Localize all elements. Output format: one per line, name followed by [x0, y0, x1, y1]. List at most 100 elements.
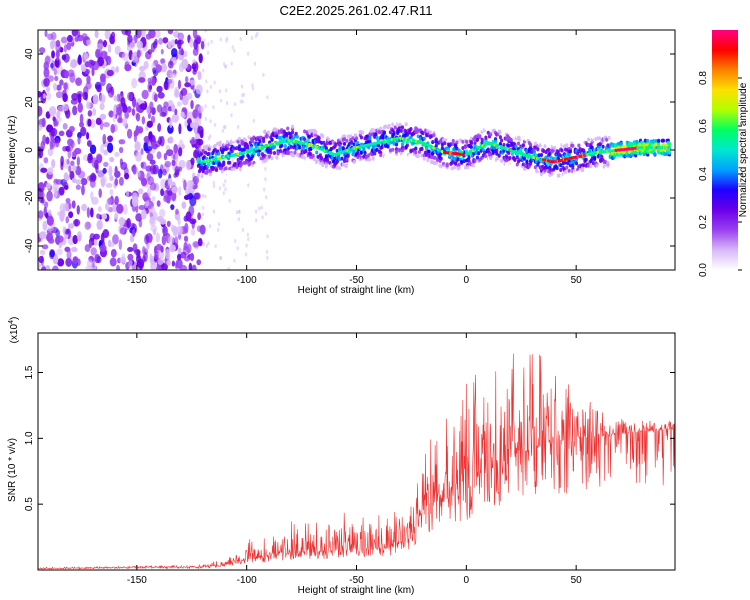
- heatmap-cell: [283, 144, 287, 149]
- heatmap-cell: [135, 112, 141, 122]
- heatmap-cell: [370, 152, 374, 157]
- snr-frame: [37, 332, 676, 571]
- heatmap-cell: [374, 157, 378, 162]
- heatmap-cell: [298, 145, 302, 150]
- heatmap-cell: [178, 123, 182, 135]
- heatmap-cell: [441, 138, 446, 143]
- heatmap-cell: [90, 60, 96, 66]
- heatmap-cell: [513, 157, 517, 162]
- colorbar-tick-label: 0.6: [698, 119, 709, 133]
- heatmap-cell: [414, 146, 418, 151]
- heatmap-cell: [69, 170, 75, 181]
- heatmap-cell: [248, 133, 252, 138]
- heatmap-cell: [572, 160, 576, 165]
- heatmap-cell: [177, 32, 185, 41]
- heatmap-cell: [489, 132, 493, 137]
- heatmap-cell: [416, 154, 420, 159]
- heatmap-cell: [626, 153, 631, 158]
- heatmap-cell: [259, 135, 263, 140]
- x-tick-label: 50: [571, 575, 583, 586]
- heatmap-cell: [71, 30, 78, 37]
- heatmap-cell: [342, 134, 347, 139]
- heatmap-cell: [286, 126, 290, 131]
- heatmap-cell: [431, 140, 435, 145]
- heatmap-cell: [634, 150, 638, 155]
- heatmap-cell: [140, 209, 147, 220]
- heatmap-cell: [237, 217, 241, 222]
- heatmap-cell: [230, 149, 234, 154]
- heatmap-cell: [143, 60, 149, 70]
- heatmap-cell: [266, 130, 271, 135]
- heatmap-cell: [417, 124, 422, 129]
- heatmap-cell: [84, 221, 91, 230]
- heatmap-cell: [93, 159, 99, 170]
- heatmap-cell: [596, 147, 600, 152]
- heatmap-cell: [245, 243, 248, 248]
- heatmap-cell: [160, 188, 165, 197]
- heatmap-cell: [603, 160, 608, 165]
- heatmap-cell: [48, 106, 57, 117]
- heatmap-cell: [449, 142, 453, 147]
- heatmap-cell: [53, 253, 59, 265]
- heatmap-cell: [160, 63, 167, 73]
- heatmap-cell: [114, 166, 118, 175]
- heatmap-cell: [309, 152, 313, 157]
- heatmap-cell: [524, 137, 528, 142]
- heatmap-cell: [175, 151, 179, 163]
- heatmap-cell: [43, 206, 48, 217]
- heatmap-cell: [352, 159, 356, 164]
- heatmap-cell: [126, 106, 132, 113]
- heatmap-cell: [335, 165, 339, 170]
- heatmap-cell: [637, 143, 641, 148]
- heatmap-cell: [462, 169, 466, 174]
- heatmap-cell: [155, 64, 162, 73]
- heatmap-cell: [405, 132, 409, 137]
- heatmap-cell: [149, 253, 153, 262]
- heatmap-cell: [206, 50, 210, 55]
- figure-title: C2E2.2025.261.02.47.R11: [280, 3, 433, 18]
- heatmap-cell: [197, 105, 204, 114]
- heatmap-cell: [169, 244, 176, 253]
- heatmap-cell: [131, 52, 139, 63]
- heatmap-cell: [40, 140, 46, 151]
- heatmap-cell: [533, 141, 538, 146]
- heatmap-cell: [87, 118, 92, 127]
- heatmap-cell: [204, 104, 207, 109]
- heatmap-cell: [96, 84, 102, 93]
- heatmap-cell: [247, 183, 250, 188]
- heatmap-cell: [103, 149, 109, 156]
- heatmap-cell: [122, 104, 128, 113]
- heatmap-cell: [315, 139, 319, 144]
- heatmap-cell: [132, 164, 137, 175]
- heatmap-cell: [508, 156, 512, 161]
- heatmap-cell: [657, 142, 661, 147]
- heatmap-cell: [213, 123, 217, 128]
- heatmap-cell: [535, 153, 539, 158]
- heatmap-cell: [225, 38, 228, 43]
- heatmap-cell: [310, 128, 314, 133]
- colorbar-ticks: 0.0 0.2 0.4 0.6 0.8: [698, 71, 742, 277]
- heatmap-cell: [653, 152, 657, 157]
- heatmap-cell: [400, 148, 405, 153]
- heatmap-cell: [251, 83, 254, 88]
- heatmap-cell: [77, 170, 86, 179]
- heatmap-cell: [599, 159, 603, 164]
- heatmap-cell: [580, 166, 585, 171]
- heatmap-cell: [208, 168, 213, 173]
- heatmap-cell: [565, 165, 569, 170]
- heatmap-cell: [107, 142, 114, 153]
- heatmap-cell: [104, 202, 110, 211]
- x-tick-label: -100: [237, 575, 257, 586]
- heatmap-cell: [486, 130, 490, 135]
- heatmap-cell: [603, 162, 608, 167]
- heatmap-cell: [94, 30, 99, 39]
- heatmap-cell: [170, 204, 175, 211]
- heatmap-cell: [165, 144, 171, 151]
- heatmap-cell: [597, 136, 602, 141]
- heatmap-cell: [495, 151, 499, 156]
- heatmap-cell: [68, 144, 73, 152]
- heatmap-cell: [43, 157, 49, 164]
- heatmap-cell: [310, 159, 314, 164]
- heatmap-cell: [661, 138, 666, 143]
- heatmap-cell: [70, 160, 75, 167]
